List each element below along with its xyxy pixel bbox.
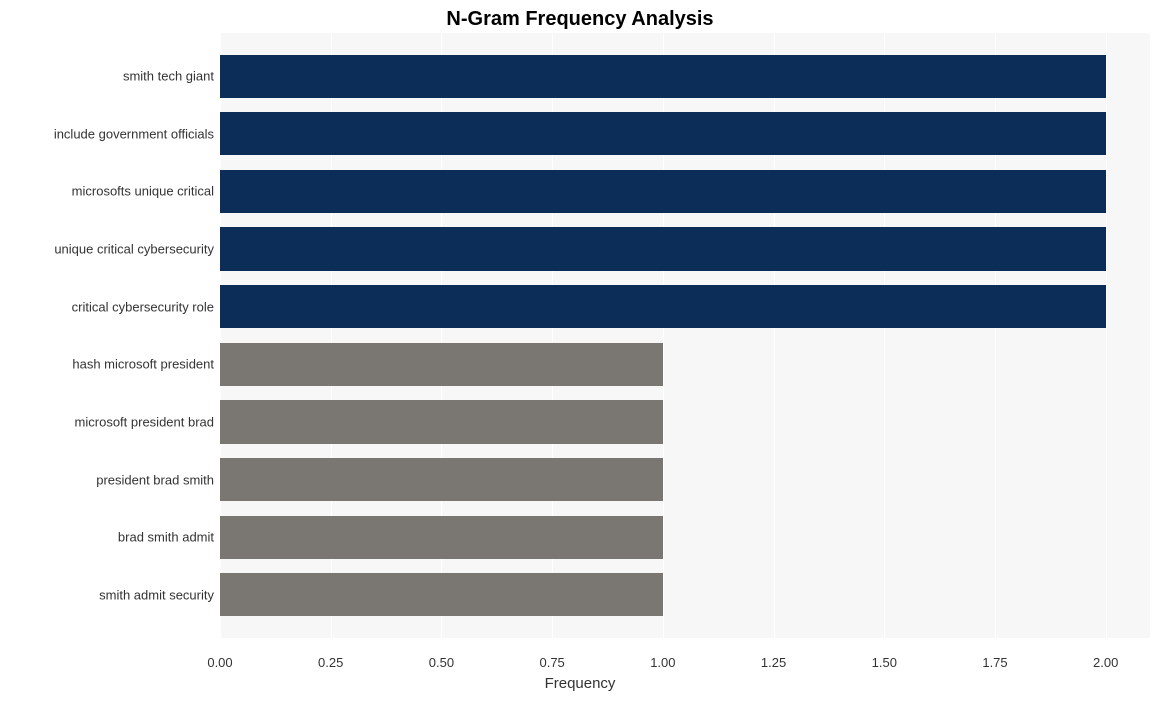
bar [220, 343, 663, 386]
bar [220, 285, 1106, 328]
x-tick-label: 0.75 [539, 655, 564, 670]
x-gridline [1106, 33, 1107, 638]
x-tick-label: 1.75 [982, 655, 1007, 670]
bar [220, 55, 1106, 98]
bar [220, 170, 1106, 213]
y-tick-label: president brad smith [96, 472, 214, 487]
x-tick-label: 1.50 [872, 655, 897, 670]
y-tick-label: unique critical cybersecurity [54, 242, 214, 257]
bar [220, 227, 1106, 270]
y-tick-label: critical cybersecurity role [72, 299, 214, 314]
bar [220, 400, 663, 443]
y-tick-label: include government officials [54, 126, 214, 141]
y-tick-label: microsofts unique critical [72, 184, 214, 199]
chart-title: N-Gram Frequency Analysis [0, 8, 1160, 31]
x-tick-label: 2.00 [1093, 655, 1118, 670]
x-tick-label: 1.25 [761, 655, 786, 670]
x-tick-label: 0.50 [429, 655, 454, 670]
y-tick-label: hash microsoft president [72, 357, 214, 372]
y-tick-label: microsoft president brad [75, 414, 214, 429]
chart-container: N-Gram Frequency Analysis Frequency 0.00… [0, 0, 1160, 701]
y-tick-label: smith admit security [99, 587, 214, 602]
x-tick-label: 1.00 [650, 655, 675, 670]
x-tick-label: 0.00 [207, 655, 232, 670]
bar [220, 573, 663, 616]
x-tick-label: 0.25 [318, 655, 343, 670]
bar [220, 458, 663, 501]
x-axis-label: Frequency [0, 675, 1160, 692]
bar [220, 516, 663, 559]
plot-area [220, 33, 1150, 638]
bar [220, 112, 1106, 155]
y-tick-label: smith tech giant [123, 69, 214, 84]
y-tick-label: brad smith admit [118, 530, 214, 545]
